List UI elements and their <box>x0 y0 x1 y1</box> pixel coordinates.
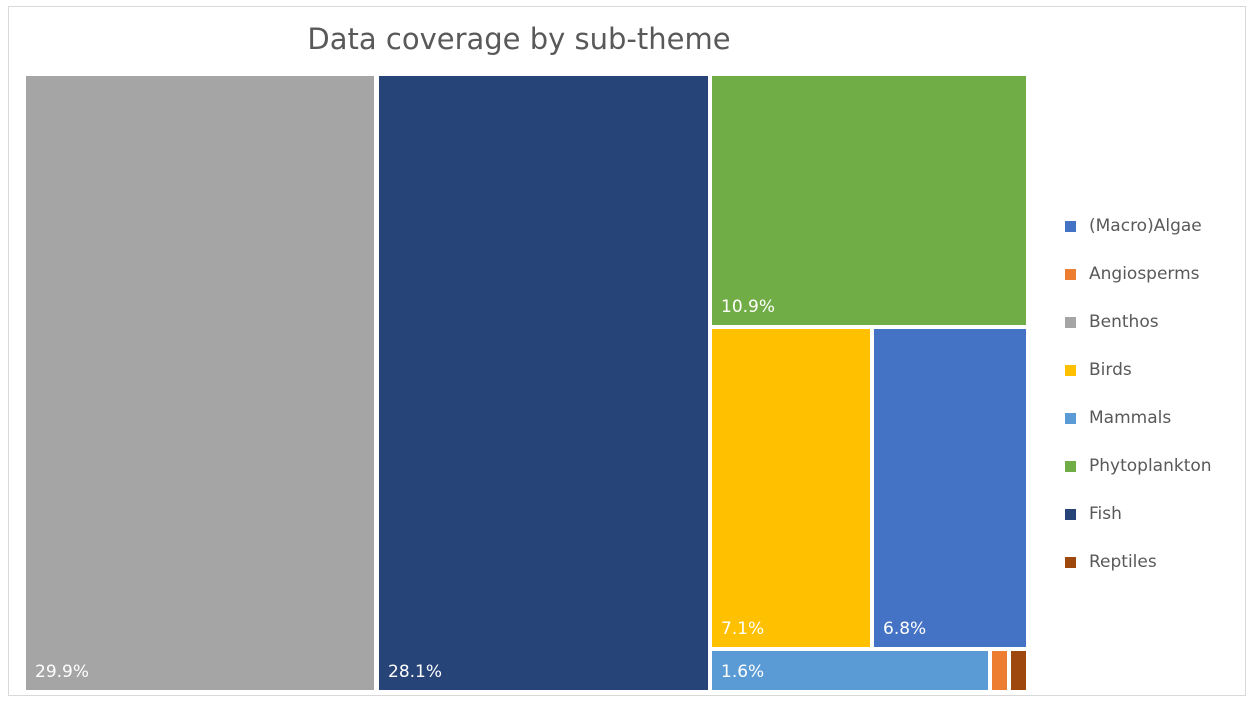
legend-swatch <box>1065 460 1076 472</box>
legend-label: Benthos <box>1089 312 1159 332</box>
tile-mammals <box>712 651 988 690</box>
tile-phytoplankton <box>712 76 1026 325</box>
legend-item-macro-algae: (Macro)Algae <box>1065 202 1245 250</box>
tile-reptiles <box>1011 651 1026 690</box>
legend-item-angiosperms: Angiosperms <box>1065 250 1245 298</box>
legend-swatch <box>1065 556 1076 568</box>
tile-birds <box>712 329 870 647</box>
tile-fish <box>379 76 708 690</box>
tile-label-mammals: 1.6% <box>721 662 764 682</box>
chart-legend: (Macro)Algae Angiosperms Benthos Birds Mamma… <box>1065 202 1245 586</box>
legend-swatch <box>1065 316 1076 328</box>
tile-label-birds: 7.1% <box>721 619 764 639</box>
legend-label: Reptiles <box>1089 552 1157 572</box>
legend-label: Fish <box>1089 504 1122 524</box>
legend-label: (Macro)Algae <box>1089 216 1202 236</box>
tile-label-benthos: 29.9% <box>35 662 89 682</box>
legend-item-fish: Fish <box>1065 490 1245 538</box>
legend-item-birds: Birds <box>1065 346 1245 394</box>
tile-benthos <box>26 76 374 690</box>
legend-item-phytoplankton: Phytoplankton <box>1065 442 1245 490</box>
legend-item-benthos: Benthos <box>1065 298 1245 346</box>
legend-swatch <box>1065 412 1076 424</box>
legend-label: Birds <box>1089 360 1132 380</box>
legend-swatch <box>1065 364 1076 376</box>
legend-label: Mammals <box>1089 408 1172 428</box>
tile-label-fish: 28.1% <box>388 662 442 682</box>
legend-swatch <box>1065 508 1076 520</box>
tile-label-macro-algae: 6.8% <box>883 619 926 639</box>
legend-swatch <box>1065 268 1076 280</box>
legend-swatch <box>1065 220 1076 232</box>
legend-label: Angiosperms <box>1089 264 1200 284</box>
legend-item-mammals: Mammals <box>1065 394 1245 442</box>
legend-label: Phytoplankton <box>1089 456 1212 476</box>
tile-label-phytoplankton: 10.9% <box>721 297 775 317</box>
chart-title: Data coverage by sub-theme <box>307 22 731 56</box>
legend-item-reptiles: Reptiles <box>1065 538 1245 586</box>
tile-angiosperms <box>992 651 1007 690</box>
tile-macro-algae <box>874 329 1026 647</box>
